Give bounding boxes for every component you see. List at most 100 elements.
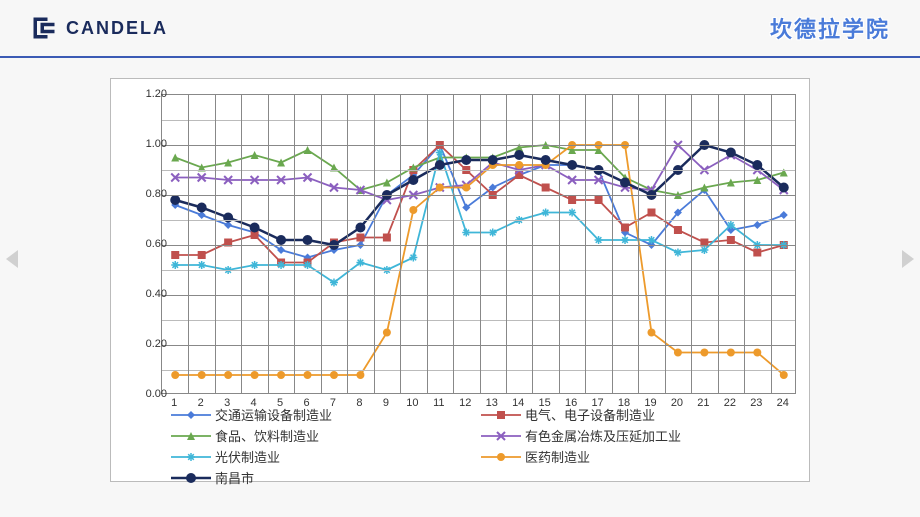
x-tick-label: 21 [697, 397, 709, 409]
nav-prev-icon[interactable] [6, 250, 18, 268]
series-marker [304, 371, 312, 379]
series-marker [595, 236, 603, 244]
legend-swatch [481, 429, 521, 443]
page-title: 坎德拉学院 [770, 12, 890, 44]
series-marker [700, 349, 708, 357]
series-marker [436, 184, 444, 192]
x-tick-label: 15 [539, 397, 551, 409]
x-tick-label: 13 [486, 397, 498, 409]
series-marker [171, 371, 179, 379]
gridline-h [162, 245, 795, 246]
legend-label: 光伏制造业 [215, 447, 280, 466]
legend-label: 有色金属冶炼及压延加工业 [525, 426, 681, 445]
gridline-v [427, 95, 428, 393]
gridline-v [453, 95, 454, 393]
series-marker [541, 155, 551, 165]
series-marker [171, 251, 179, 259]
x-tick-label: 7 [330, 397, 336, 409]
x-tick-label: 9 [383, 397, 389, 409]
y-tick-label: 0.80 [146, 188, 167, 200]
series-marker [489, 229, 497, 237]
series-marker [647, 209, 655, 217]
chart-lines [162, 95, 795, 393]
gridline-v [532, 95, 533, 393]
gridline-h [162, 195, 795, 196]
brand-text: CANDELA [66, 18, 168, 39]
series-marker [753, 221, 761, 229]
gridline-v [585, 95, 586, 393]
gridline-v [347, 95, 348, 393]
gridline-h [162, 295, 795, 296]
series-marker [356, 371, 364, 379]
legend-swatch [481, 450, 521, 464]
x-tick-label: 8 [356, 397, 362, 409]
legend-swatch [171, 471, 211, 485]
x-tick-label: 14 [512, 397, 524, 409]
gridline-v [321, 95, 322, 393]
legend-swatch [171, 408, 211, 422]
chart-container: 交通运输设备制造业电气、电子设备制造业食品、饮料制造业有色金属冶炼及压延加工业光… [110, 78, 810, 482]
gridline-v [638, 95, 639, 393]
gridline-h-minor [162, 270, 795, 271]
series-marker [356, 259, 364, 267]
x-tick-label: 4 [251, 397, 257, 409]
x-tick-label: 23 [750, 397, 762, 409]
series-marker [223, 213, 233, 223]
series-marker [251, 261, 259, 269]
series-marker [674, 249, 682, 257]
x-tick-label: 10 [406, 397, 418, 409]
series-marker [752, 160, 762, 170]
series-marker [780, 371, 788, 379]
gridline-v [215, 95, 216, 393]
series-marker [726, 148, 736, 158]
series-marker [674, 349, 682, 357]
gridline-v [744, 95, 745, 393]
x-tick-label: 5 [277, 397, 283, 409]
series-marker [355, 223, 365, 233]
x-tick-label: 24 [777, 397, 789, 409]
legend-label: 医药制造业 [525, 447, 590, 466]
x-tick-label: 11 [433, 397, 444, 409]
nav-next-icon[interactable] [902, 250, 914, 268]
series-marker [409, 254, 417, 262]
series-marker [383, 329, 391, 337]
legend-item: 有色金属冶炼及压延加工业 [481, 426, 791, 445]
logo-icon [30, 14, 58, 42]
chart-plot-area [161, 94, 796, 394]
chart-legend: 交通运输设备制造业电气、电子设备制造业食品、饮料制造业有色金属冶炼及压延加工业光… [171, 405, 791, 487]
y-tick-label: 1.20 [146, 88, 167, 100]
series-marker [620, 178, 630, 188]
series-marker [567, 160, 577, 170]
gridline-h-minor [162, 120, 795, 121]
series-marker [674, 226, 682, 234]
series-marker [780, 211, 788, 219]
series-marker [647, 329, 655, 337]
series-marker [224, 371, 232, 379]
series-marker [198, 261, 206, 269]
series-marker [409, 206, 417, 214]
series-marker [461, 155, 471, 165]
series-marker [515, 161, 523, 169]
series-marker [542, 209, 550, 217]
series-marker [251, 371, 259, 379]
logo: CANDELA [30, 14, 168, 42]
series-marker [727, 349, 735, 357]
series-marker [171, 261, 179, 269]
gridline-v [718, 95, 719, 393]
series-marker [277, 261, 285, 269]
series-marker [462, 184, 470, 192]
gridline-v [400, 95, 401, 393]
x-tick-label: 20 [671, 397, 683, 409]
gridline-h-minor [162, 170, 795, 171]
gridline-v [374, 95, 375, 393]
legend-item: 光伏制造业 [171, 447, 481, 466]
x-tick-label: 22 [724, 397, 736, 409]
gridline-v [188, 95, 189, 393]
series-marker [171, 154, 179, 162]
x-tick-label: 17 [591, 397, 603, 409]
series-marker [727, 236, 735, 244]
series-marker [753, 249, 761, 257]
series-marker [621, 236, 629, 244]
series-marker [170, 195, 180, 205]
series-marker [542, 184, 550, 192]
